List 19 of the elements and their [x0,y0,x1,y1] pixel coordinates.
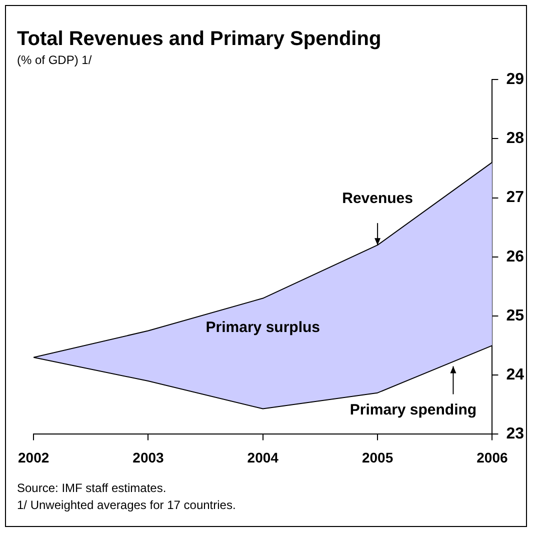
x-tick-label: 2005 [362,449,394,466]
y-tick-label: 25 [506,307,524,324]
chart-subtitle: (% of GDP) 1/ [17,53,92,67]
annotation: Primary spending [350,401,477,418]
x-tick-label: 2002 [18,449,50,466]
y-tick-label: 26 [506,248,524,266]
y-tick-label: 24 [506,366,524,384]
x-tick-label: 2003 [132,449,164,466]
chart-title: Total Revenues and Primary Spending [17,28,382,51]
x-tick-label: 2006 [476,449,508,466]
y-tick-label: 27 [506,189,524,206]
y-tick-label: 28 [506,130,524,148]
annotation: Primary surplus [206,318,320,336]
text: 1/ Unweighted averages for 17 countries. [17,497,236,514]
y-tick-label: 23 [506,426,524,443]
x-tick-label: 2004 [247,449,279,466]
annotation: Revenues [342,190,413,208]
source-note: Source: IMF staff estimates. [17,480,168,497]
y-tick-label: 29 [506,71,524,88]
